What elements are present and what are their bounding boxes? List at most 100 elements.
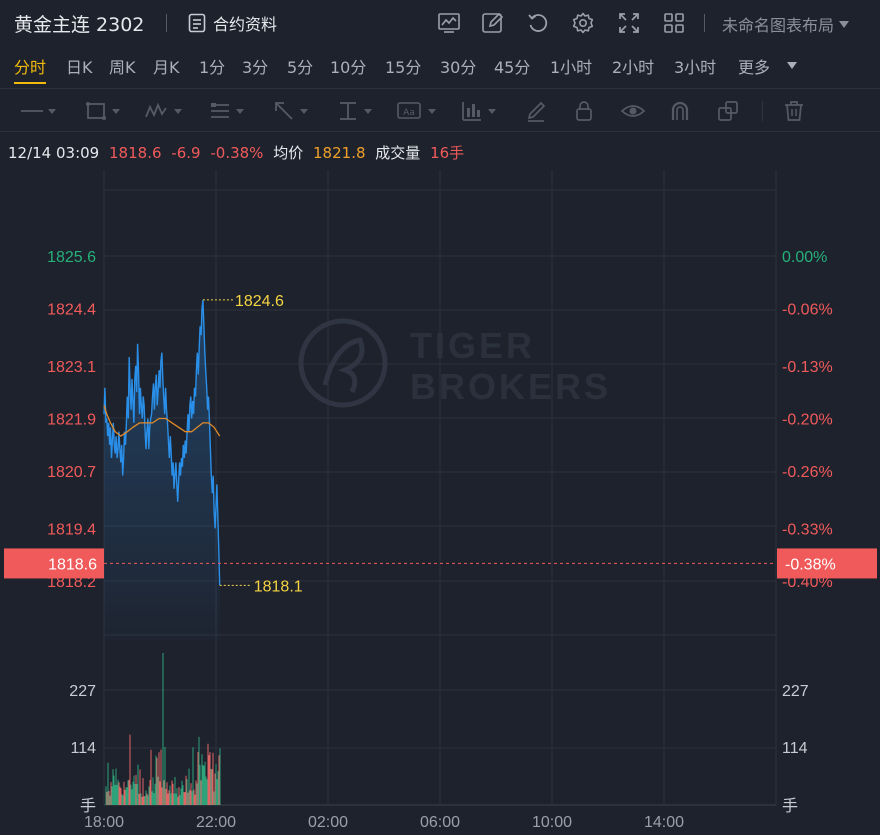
period-tab-14[interactable]: 更多 bbox=[738, 58, 771, 77]
price-axis-label-5: 1819.4 bbox=[47, 521, 96, 538]
grid-layout-icon[interactable] bbox=[662, 11, 686, 35]
fib-tool-icon[interactable] bbox=[208, 99, 244, 123]
text-tool-icon[interactable]: Aa bbox=[396, 99, 436, 123]
price-line bbox=[103, 299, 221, 586]
info-datetime: 12/14 03:09 bbox=[8, 144, 100, 162]
lock-icon[interactable] bbox=[572, 99, 596, 123]
period-tab-0[interactable]: 分时 bbox=[14, 54, 47, 84]
time-label-1: 22:00 bbox=[196, 814, 236, 831]
pct-axis-label-4: -0.26% bbox=[782, 464, 833, 481]
pct-axis-label-3: -0.20% bbox=[782, 412, 833, 429]
price-axis-label-4: 1820.7 bbox=[47, 464, 96, 481]
current-price-tag: 1818.6 bbox=[48, 556, 97, 573]
rectangle-tool-caret-icon bbox=[112, 108, 120, 114]
fib-tool-caret-icon bbox=[236, 108, 244, 114]
watermark-tiger-icon bbox=[322, 337, 365, 394]
time-label-2: 02:00 bbox=[308, 814, 348, 831]
period-tab-7[interactable]: 10分 bbox=[330, 58, 367, 77]
info-volume-label: 成交量 bbox=[375, 144, 421, 162]
period-tab-8[interactable]: 15分 bbox=[385, 58, 422, 77]
fullscreen-icon[interactable] bbox=[617, 11, 641, 35]
pct-axis-label-2: -0.13% bbox=[782, 359, 833, 376]
arrow-tool-icon[interactable] bbox=[272, 99, 308, 123]
info-change: -6.9 bbox=[171, 144, 201, 162]
pct-axis-label-1: -0.06% bbox=[782, 302, 833, 319]
symbol-title: 黄金主连 2302 bbox=[14, 14, 145, 36]
period-tabs: 分时 日K 周K 月K 1分 3分 5分 10分 15分 30分 45分 1小时 2小时 3小时 更多 bbox=[0, 48, 880, 86]
pct-axis-label-5: -0.33% bbox=[782, 521, 833, 538]
layout-dropdown[interactable]: 未命名图表布局 bbox=[722, 12, 850, 36]
pattern-tool-icon[interactable] bbox=[144, 99, 182, 123]
pattern-tool-caret-icon bbox=[174, 108, 182, 114]
eye-icon[interactable] bbox=[620, 99, 646, 123]
period-tab-2[interactable]: 周K bbox=[109, 58, 136, 77]
price-axis-label-0: 1825.6 bbox=[47, 249, 96, 266]
svg-text:Aa: Aa bbox=[403, 108, 415, 118]
period-tab-13[interactable]: 3小时 bbox=[674, 58, 717, 77]
bar-pattern-tool-icon[interactable] bbox=[460, 99, 496, 123]
line-tool-icon[interactable] bbox=[20, 99, 56, 123]
measure-tool-icon[interactable] bbox=[336, 99, 372, 123]
volume-axis-right-0: 227 bbox=[782, 683, 809, 700]
time-label-5: 14:00 bbox=[644, 814, 684, 831]
info-price: 1818.6 bbox=[109, 144, 162, 162]
period-tab-5[interactable]: 3分 bbox=[242, 58, 269, 77]
current-pct-tag-bg bbox=[777, 548, 877, 579]
line-tool-caret-icon bbox=[48, 108, 56, 114]
document-icon bbox=[188, 13, 206, 33]
period-tab-9[interactable]: 30分 bbox=[440, 58, 477, 77]
draw-pen-icon[interactable] bbox=[481, 11, 505, 35]
refresh-icon[interactable] bbox=[526, 11, 550, 35]
chart-indicator-icon[interactable] bbox=[437, 11, 461, 35]
high-label: 1824.6 bbox=[235, 293, 284, 310]
more-chevron-down-icon[interactable] bbox=[787, 62, 797, 69]
price-area bbox=[104, 299, 220, 640]
period-tab-6[interactable]: 5分 bbox=[287, 58, 314, 77]
text-tool-caret-icon bbox=[428, 108, 436, 114]
arrow-tool-caret-icon bbox=[300, 108, 308, 114]
copy-icon[interactable] bbox=[716, 99, 740, 123]
trash-icon[interactable] bbox=[782, 99, 806, 123]
avg-line bbox=[103, 405, 221, 437]
watermark-logo-icon bbox=[298, 318, 388, 408]
current-price-tag-bg bbox=[4, 548, 104, 579]
time-label-0: 18:00 bbox=[84, 814, 124, 831]
watermark-line-2: BROKERS bbox=[410, 366, 611, 407]
settings-icon[interactable] bbox=[571, 11, 595, 35]
time-label-4: 10:00 bbox=[532, 814, 572, 831]
chevron-down-icon bbox=[839, 20, 850, 28]
watermark-line-1: TIGER bbox=[410, 325, 535, 366]
brush-icon[interactable] bbox=[524, 99, 548, 123]
volume-axis-right-1: 114 bbox=[782, 740, 808, 757]
volume-axis-left-2: 手 bbox=[80, 797, 96, 815]
magnet-icon[interactable] bbox=[668, 99, 692, 123]
period-tab-11[interactable]: 1小时 bbox=[550, 58, 593, 77]
bar-pattern-tool-caret-icon bbox=[488, 108, 496, 114]
pct-axis-label-0: 0.00% bbox=[782, 249, 827, 266]
contract-info-label: 合约资料 bbox=[213, 15, 278, 34]
quote-info-line: 12/14 03:09 1818.6 -6.9 -0.38% 均价 1821.8… bbox=[8, 142, 469, 163]
period-tab-3[interactable]: 月K bbox=[153, 58, 180, 77]
period-tab-12[interactable]: 2小时 bbox=[612, 58, 655, 77]
price-axis-label-1: 1824.4 bbox=[47, 302, 96, 319]
low-label: 1818.1 bbox=[254, 578, 303, 595]
price-axis-label-3: 1821.9 bbox=[47, 412, 96, 429]
time-label-3: 06:00 bbox=[420, 814, 460, 831]
current-pct-tag: -0.38% bbox=[785, 556, 836, 573]
info-change-pct: -0.38% bbox=[210, 144, 264, 162]
contract-info-button[interactable]: 合约资料 bbox=[188, 11, 277, 35]
layout-divider bbox=[704, 14, 705, 32]
price-axis-label-2: 1823.1 bbox=[47, 359, 96, 376]
period-tab-1[interactable]: 日K bbox=[66, 58, 93, 77]
info-avg-label: 均价 bbox=[273, 144, 304, 162]
info-volume-value: 16手 bbox=[430, 144, 465, 162]
layout-name: 未命名图表布局 bbox=[722, 16, 835, 35]
intraday-chart[interactable]: TIGER BROKERS 1824.6 1818.1 1825.6 1824.4 1823… bbox=[0, 170, 880, 835]
toolbar-divider bbox=[762, 101, 763, 121]
rectangle-tool-icon[interactable] bbox=[84, 99, 120, 123]
period-tab-10[interactable]: 45分 bbox=[494, 58, 531, 77]
drawing-toolbar: Aa bbox=[0, 88, 880, 132]
period-tab-4[interactable]: 1分 bbox=[199, 58, 226, 77]
volume-axis-right-2: 手 bbox=[782, 797, 798, 815]
